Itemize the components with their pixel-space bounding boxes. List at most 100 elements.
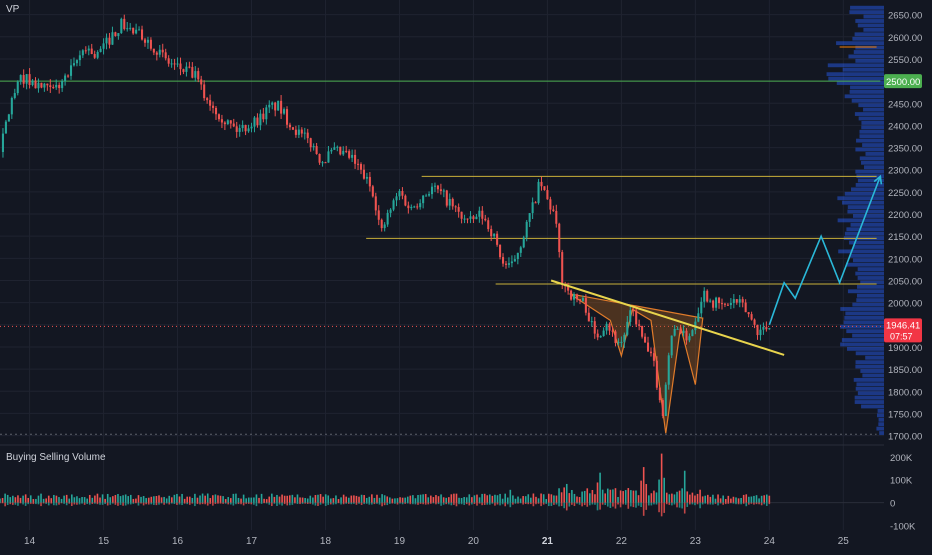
volume-buy-bar xyxy=(227,497,230,503)
volume-sell-bar xyxy=(394,502,396,504)
volume-sell-bar xyxy=(501,502,504,505)
volume-sell-bar xyxy=(140,502,142,504)
candle-body xyxy=(549,199,552,210)
candle-body xyxy=(546,190,549,200)
candle-body xyxy=(573,294,576,300)
volume-sell-bar xyxy=(12,502,14,505)
volume-sell-bar xyxy=(537,502,540,504)
volume-buy-bar xyxy=(606,488,609,503)
candle-body xyxy=(285,109,289,125)
volume-buy-bar xyxy=(530,497,532,503)
volume-buy-bar xyxy=(465,497,468,503)
volume-sell-bar xyxy=(612,502,614,507)
volume-buy-bar xyxy=(4,493,6,503)
volume-sell-bar xyxy=(648,502,650,506)
volume-buy-bar xyxy=(442,497,445,503)
volume-sell-bar xyxy=(219,502,222,504)
volume-buy-bar xyxy=(88,494,91,503)
volume-sell-bar xyxy=(399,502,401,504)
volume-buy-bar xyxy=(460,498,463,503)
volume-sell-bar xyxy=(663,502,665,513)
volume-buy-bar xyxy=(112,496,114,503)
volume-buy-bar xyxy=(168,495,171,503)
volume-buy-bar xyxy=(589,493,591,503)
volume-buy-bar xyxy=(694,495,696,503)
volume-sell-bar xyxy=(473,502,476,504)
candle-body xyxy=(140,29,144,40)
volume-buy-bar xyxy=(691,492,694,503)
volume-profile-bar xyxy=(858,103,884,108)
candle-body xyxy=(620,341,623,343)
volume-buy-bar xyxy=(86,498,88,503)
volume-sell-bar xyxy=(309,502,312,504)
price-tick-label: 2600.00 xyxy=(888,33,922,44)
volume-profile-bar xyxy=(856,298,884,303)
volume-profile-bar xyxy=(860,369,884,373)
candle-body xyxy=(735,299,738,303)
volume-sell-bar xyxy=(32,502,35,505)
volume-buy-bar xyxy=(373,497,376,503)
candle-body xyxy=(626,321,629,335)
volume-sell-bar xyxy=(53,502,55,506)
candle-body xyxy=(501,257,505,264)
candle-body xyxy=(371,186,374,197)
candle-body xyxy=(333,147,336,150)
volume-sell-bar xyxy=(740,502,742,505)
volume-profile-bar xyxy=(851,98,884,103)
volume-buy-bar xyxy=(109,497,112,503)
volume-buy-bar xyxy=(32,499,35,503)
volume-sell-bar xyxy=(422,502,424,505)
volume-buy-bar xyxy=(445,497,448,503)
volume-indicator-label[interactable]: Buying Selling Volume xyxy=(6,452,106,463)
volume-buy-bar xyxy=(663,477,665,503)
candle-body xyxy=(81,50,84,56)
volume-buy-bar xyxy=(355,495,358,503)
volume-sell-bar xyxy=(296,502,299,505)
volume-buy-bar xyxy=(604,493,607,503)
candle-body xyxy=(31,80,34,85)
volume-profile-bar xyxy=(843,320,884,325)
volume-sell-bar xyxy=(609,502,612,508)
volume-profile-bar xyxy=(850,5,884,10)
last-price-badge xyxy=(884,318,922,343)
volume-buy-bar xyxy=(122,495,124,503)
volume-buy-bar xyxy=(232,493,235,503)
volume-profile-bar xyxy=(842,200,884,205)
volume-buy-bar xyxy=(222,496,224,503)
volume-profile-bar xyxy=(855,271,884,276)
candle-body xyxy=(55,84,58,88)
candle-body xyxy=(111,32,114,45)
volume-buy-bar xyxy=(337,499,340,503)
volume-buy-bar xyxy=(314,495,317,503)
volume-buy-bar xyxy=(335,495,337,503)
candle-body xyxy=(206,98,209,101)
candle-body xyxy=(146,39,149,43)
volume-sell-bar xyxy=(0,502,1,504)
volume-profile-bar xyxy=(855,19,884,23)
volume-sell-bar xyxy=(365,502,368,504)
volume-buy-bar xyxy=(165,498,168,503)
volume-buy-bar xyxy=(406,496,409,503)
volume-sell-bar xyxy=(704,502,707,504)
volume-buy-bar xyxy=(394,498,396,503)
volume-buy-bar xyxy=(512,495,514,503)
candle-body xyxy=(581,298,584,301)
candle-body xyxy=(13,93,16,98)
volume-buy-bar xyxy=(750,496,753,503)
volume-sell-bar xyxy=(414,502,417,505)
candle-body xyxy=(540,181,543,187)
volume-buy-bar xyxy=(671,493,673,503)
candle-body xyxy=(496,233,499,245)
volume-sell-bar xyxy=(504,502,506,507)
volume-sell-bar xyxy=(119,502,122,505)
volume-sell-bar xyxy=(645,502,648,510)
volume-sell-bar xyxy=(358,502,360,504)
candle-body xyxy=(685,330,688,341)
volume-sell-bar xyxy=(586,502,589,507)
volume-buy-bar xyxy=(399,497,401,503)
vp-label[interactable]: VP xyxy=(6,4,20,15)
volume-buy-bar xyxy=(396,498,399,503)
candle-body xyxy=(117,33,120,36)
